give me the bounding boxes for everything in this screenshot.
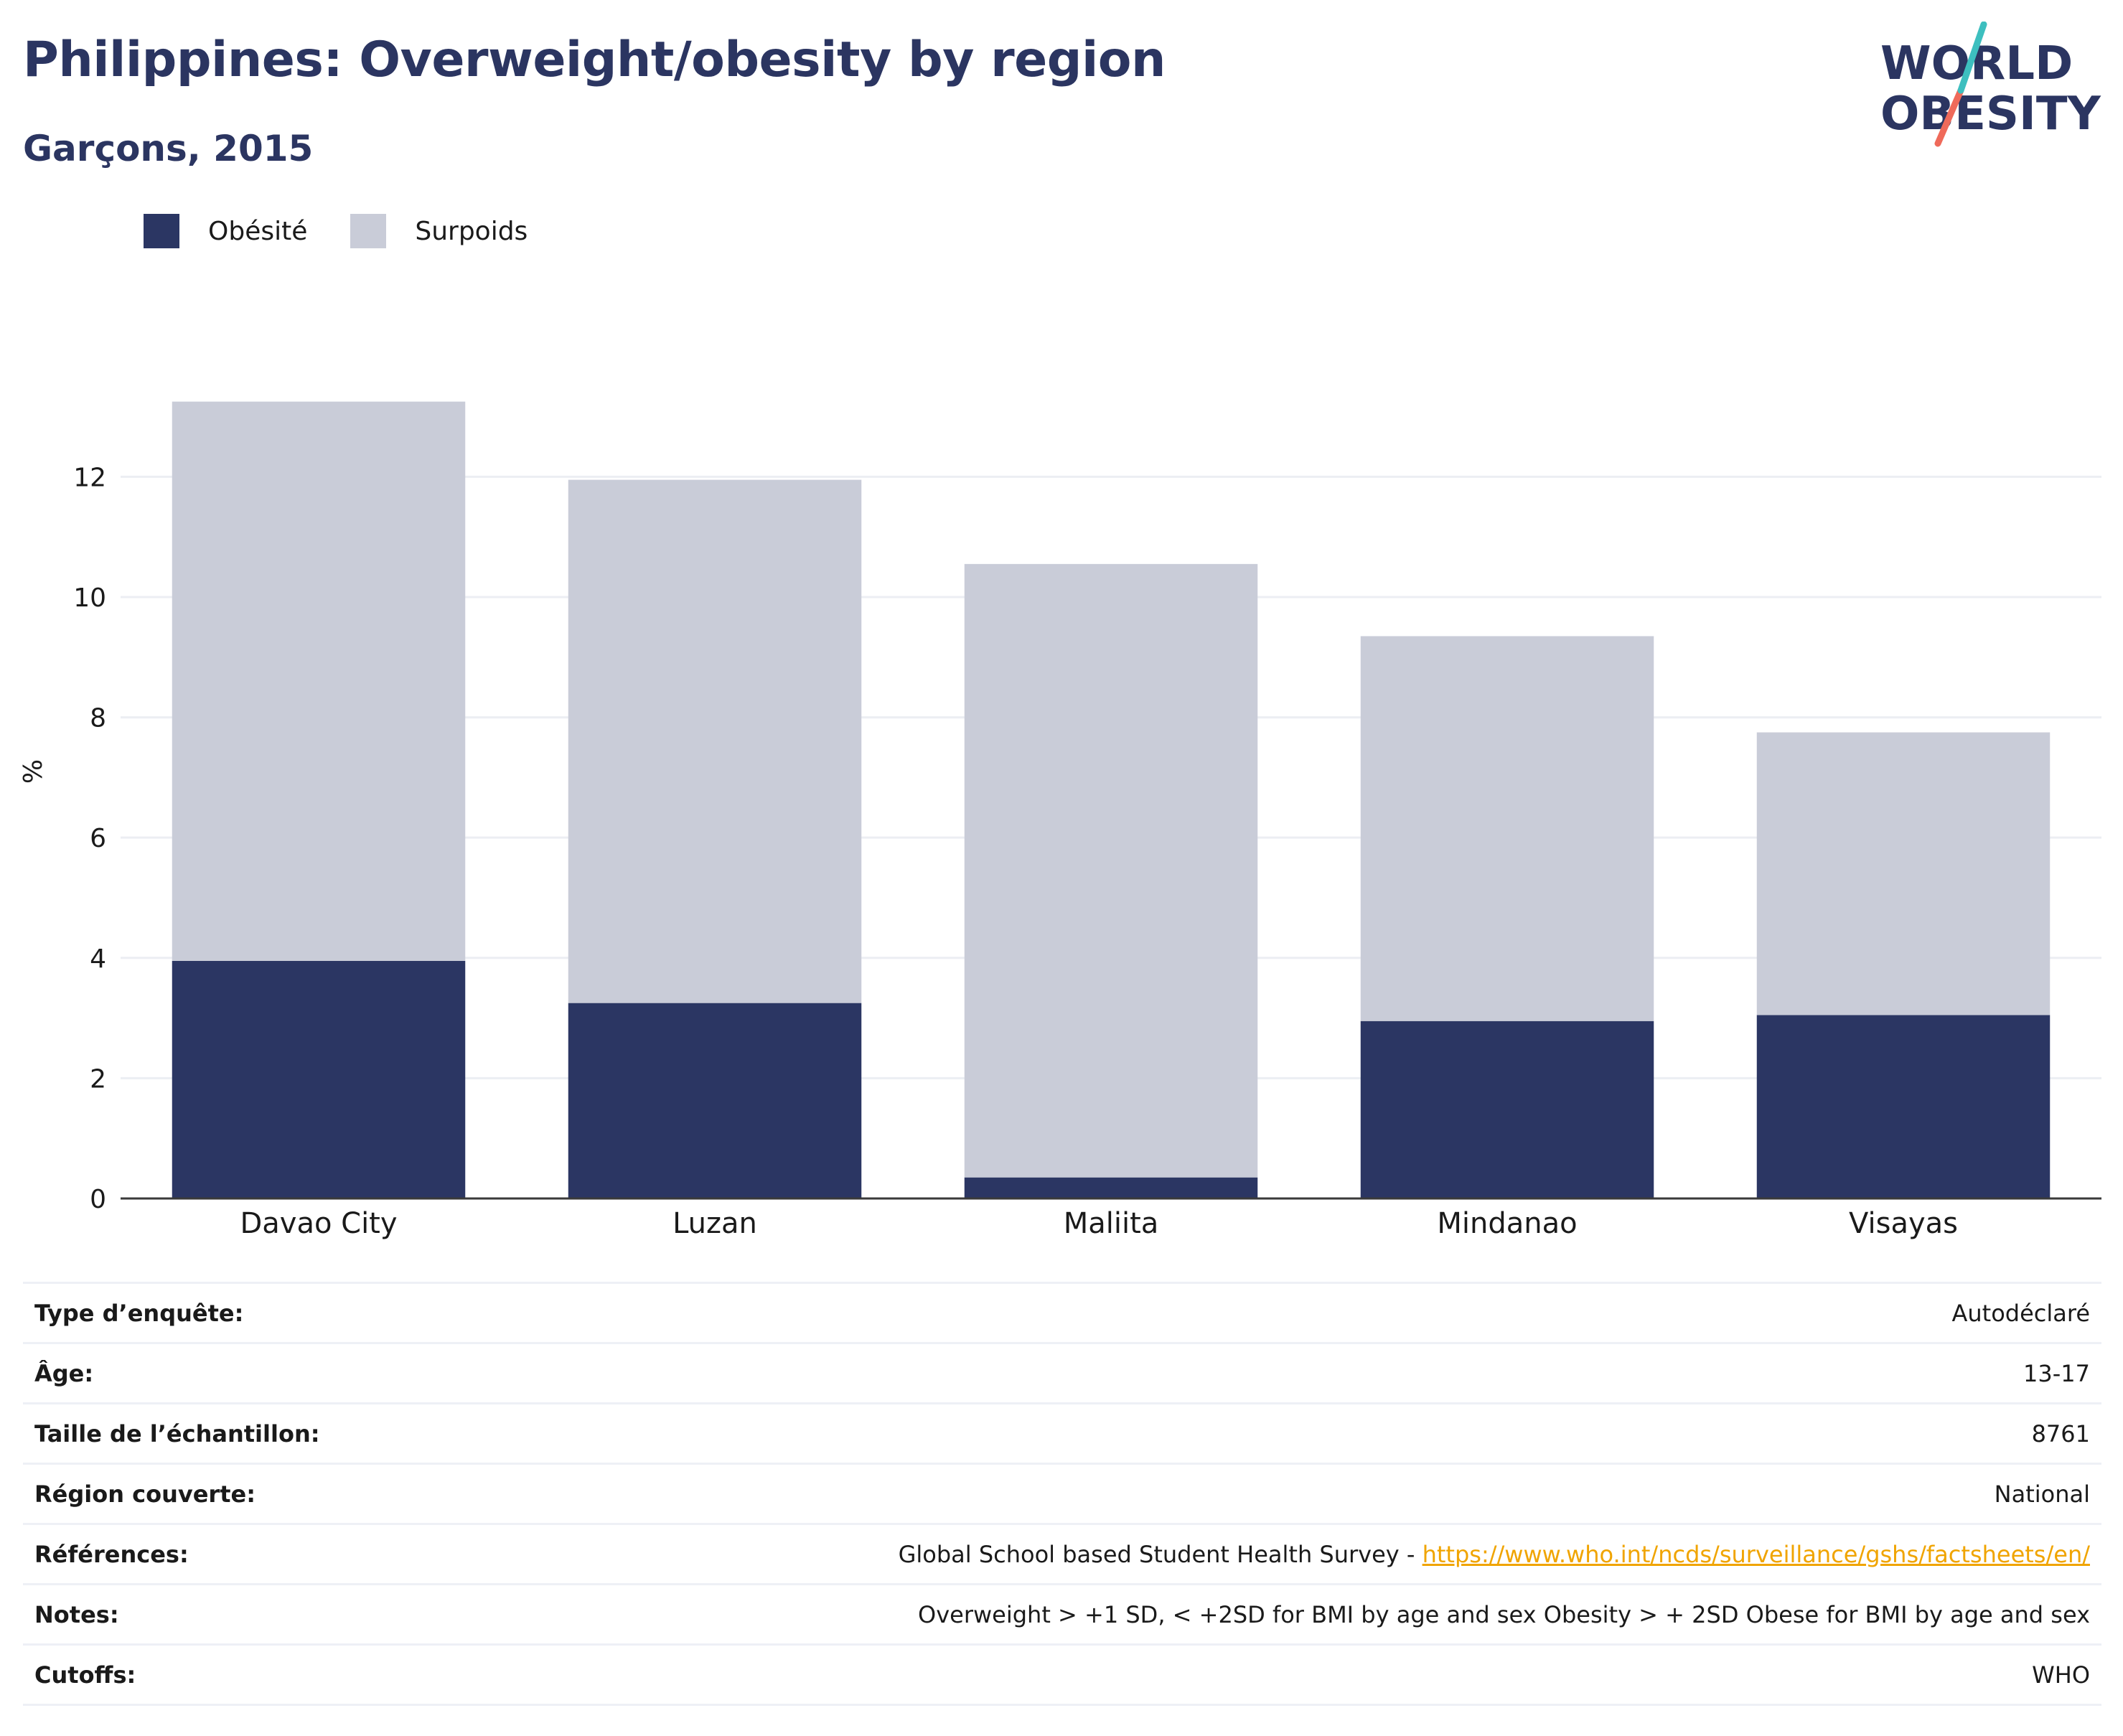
info-row-survey-type: Type d’enquête: Autodéclaré <box>23 1282 2101 1343</box>
chart-title: Philippines: Overweight/obesity by regio… <box>23 32 1166 88</box>
x-tick-label: Davao City <box>240 1207 397 1240</box>
bar-surpoids-maliita[interactable] <box>964 563 1258 1178</box>
y-axis-label: % <box>19 759 48 784</box>
x-tick-label: Mindanao <box>1437 1207 1577 1240</box>
info-key: Taille de l’échantillon: <box>23 1402 444 1464</box>
legend-label-surpoids: Surpoids <box>415 216 528 246</box>
reference-text: Global School based Student Health Surve… <box>898 1540 1423 1568</box>
bar-obesite-luzan[interactable] <box>568 1003 862 1198</box>
x-tick-label: Luzan <box>672 1207 757 1240</box>
info-value: 13-17 <box>444 1342 2101 1404</box>
survey-info-table: Type d’enquête: Autodéclaré Âge: 13-17 T… <box>23 1282 2101 1706</box>
info-key: Cutoffs: <box>23 1643 444 1706</box>
info-value: WHO <box>444 1643 2101 1706</box>
info-row-sample-size: Taille de l’échantillon: 8761 <box>23 1402 2101 1464</box>
bar-obesite-davao-city[interactable] <box>172 960 466 1198</box>
bar-obesite-mindanao[interactable] <box>1360 1021 1654 1198</box>
bar-surpoids-mindanao[interactable] <box>1360 636 1654 1021</box>
legend-swatch-surpoids <box>350 214 387 248</box>
y-tick-label: 8 <box>90 704 106 733</box>
bar-obesite-visayas[interactable] <box>1756 1015 2051 1198</box>
info-key: Âge: <box>23 1342 444 1404</box>
info-key: Type d’enquête: <box>23 1282 444 1343</box>
y-tick-label: 6 <box>90 824 106 853</box>
chart-subtitle: Garçons, 2015 <box>23 128 314 169</box>
reference-link[interactable]: https://www.who.int/ncds/surveillance/gs… <box>1422 1540 2090 1568</box>
bar-obesite-maliita[interactable] <box>964 1177 1258 1198</box>
info-value: Autodéclaré <box>444 1282 2101 1343</box>
legend-label-obesite: Obésité <box>208 216 308 246</box>
legend-item-obesite[interactable]: Obésité <box>144 214 307 248</box>
logo-slash-red <box>1934 87 1964 147</box>
world-obesity-logo: WORLD OBESITY <box>1880 22 2101 147</box>
stacked-bar-chart: 0 2 4 6 8 10 12% Davao City Luzan Maliita Mindanao… <box>19 401 2101 1240</box>
info-row-cutoffs: Cutoffs: WHO <box>23 1643 2101 1706</box>
logo-slash-teal <box>1957 22 1987 94</box>
bar-surpoids-visayas[interactable] <box>1756 732 2051 1015</box>
y-tick-label: 12 <box>73 463 106 492</box>
info-row-notes: Notes: Overweight > +1 SD, < +2SD for BM… <box>23 1583 2101 1645</box>
info-value: Overweight > +1 SD, < +2SD for BMI by ag… <box>444 1583 2101 1645</box>
info-key: Références: <box>23 1523 444 1585</box>
legend-swatch-obesite <box>144 214 179 248</box>
info-key: Région couverte: <box>23 1463 444 1524</box>
info-row-region: Région couverte: National <box>23 1463 2101 1524</box>
y-tick-label: 4 <box>90 944 106 974</box>
logo-text-obesity: OBESITY <box>1880 88 2101 141</box>
y-tick-label: 2 <box>90 1064 106 1094</box>
y-tick-label: 10 <box>73 583 106 613</box>
info-row-age: Âge: 13-17 <box>23 1342 2101 1404</box>
bar-surpoids-davao-city[interactable] <box>172 401 466 961</box>
info-value: 8761 <box>444 1402 2101 1464</box>
bar-surpoids-luzan[interactable] <box>568 479 862 1003</box>
x-tick-label: Maliita <box>1064 1207 1159 1240</box>
info-value: National <box>444 1463 2101 1524</box>
legend-item-surpoids[interactable]: Surpoids <box>350 214 528 248</box>
info-row-references: Références: Global School based Student … <box>23 1523 2101 1585</box>
x-tick-label: Visayas <box>1849 1207 1958 1240</box>
info-value: Global School based Student Health Surve… <box>444 1523 2101 1585</box>
info-key: Notes: <box>23 1583 444 1645</box>
y-tick-label: 0 <box>90 1185 106 1214</box>
chart-legend: Obésité Surpoids <box>144 214 571 248</box>
